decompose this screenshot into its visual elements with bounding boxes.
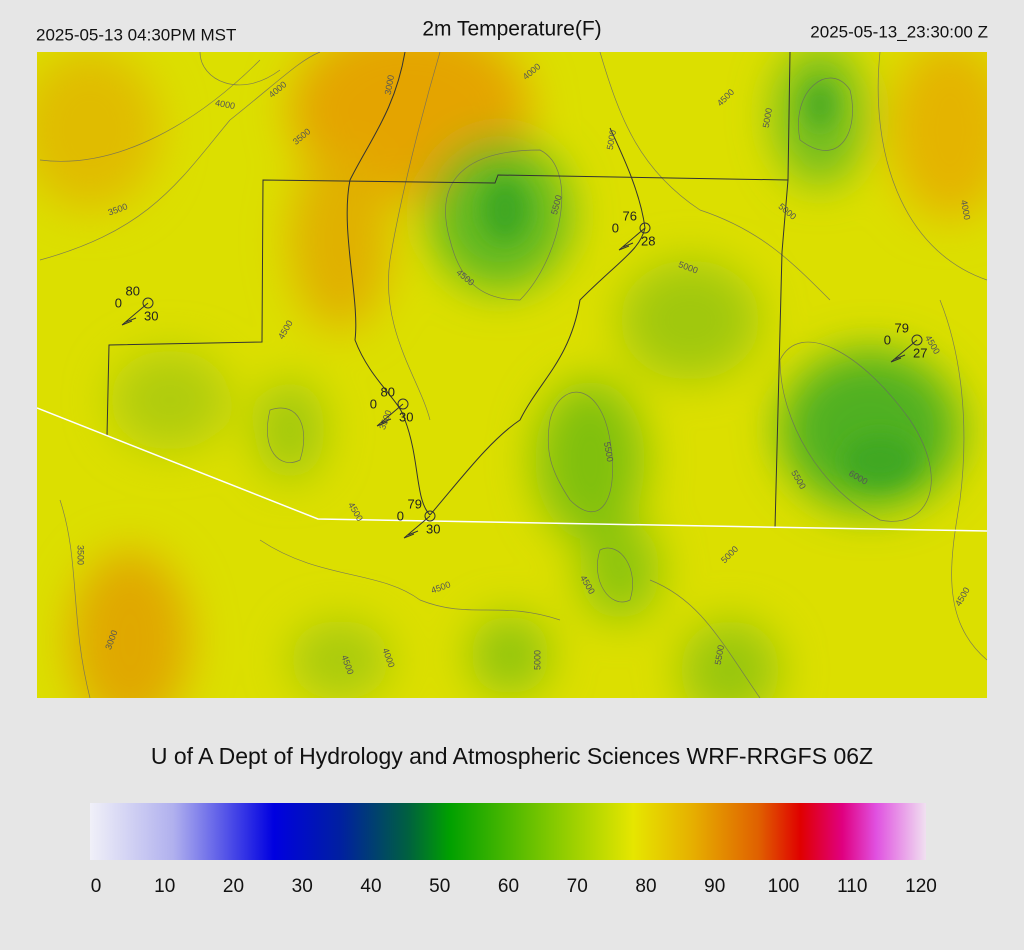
station-wind: 28: [641, 233, 655, 248]
wind-barb: [618, 227, 646, 251]
station-wind: 30: [144, 308, 158, 323]
colorbar-tick-label: 110: [837, 876, 867, 897]
credit: U of A Dept of Hydrology and Atmospheric…: [151, 743, 873, 769]
station-temperature: 80: [381, 384, 395, 399]
colorbar-tick-label: 20: [223, 876, 244, 897]
contour-label: 5500: [602, 441, 615, 462]
contours: [39, 52, 987, 698]
boundaries: [106, 52, 791, 529]
station-wind: 30: [426, 521, 440, 536]
wind-barb: [403, 515, 431, 539]
contour-label: 5000: [605, 129, 618, 150]
contour-label: 4000: [959, 199, 972, 220]
station-dewpoint: 0: [370, 396, 377, 411]
colorbar: [90, 803, 926, 860]
station-marker: [424, 510, 436, 522]
colorbar-tick-label: 50: [429, 876, 450, 897]
station-temperature: 80: [126, 283, 140, 298]
contour-label: 4000: [214, 98, 235, 111]
colorbar-tick-label: 100: [768, 876, 800, 897]
station-temperature: 79: [895, 320, 909, 335]
colorbar-tick-label: 0: [91, 876, 102, 897]
wind-barb: [890, 339, 918, 363]
colorbar-tick-label: 90: [704, 876, 725, 897]
contour-label: 5000: [761, 107, 774, 128]
station-wind: 27: [913, 345, 927, 360]
contour-label: 5500: [713, 644, 726, 665]
colorbar-tick-label: 10: [154, 876, 175, 897]
station-temperature: 76: [623, 208, 637, 223]
colorbar-tick-label: 40: [360, 876, 381, 897]
station-marker: [397, 398, 409, 410]
station-temperature: 79: [408, 496, 422, 511]
colorbar-tick-label: 70: [567, 876, 588, 897]
station-dewpoint: 0: [612, 220, 619, 235]
border-line: [37, 407, 987, 532]
wind-barb: [376, 403, 404, 427]
colorbar-tick-label: 30: [292, 876, 313, 897]
temperature-field: [37, 52, 987, 698]
contour-label: 5000: [532, 650, 542, 670]
colorbar-tick-label: 120: [905, 876, 937, 897]
station-dewpoint: 0: [397, 508, 404, 523]
station-marker: [639, 222, 651, 234]
station-marker: [911, 334, 923, 346]
contour-label: 3000: [383, 74, 396, 95]
station-dewpoint: 0: [884, 332, 891, 347]
station-marker: [142, 297, 154, 309]
colorbar-tick-label: 60: [498, 876, 519, 897]
station-dewpoint: 0: [115, 295, 122, 310]
contour-label: 3500: [76, 545, 86, 565]
wind-barb: [121, 302, 149, 326]
local-time: 2025-05-13 04:30PM MST: [36, 25, 236, 44]
colorbar-tick-label: 80: [635, 876, 656, 897]
station-wind: 30: [399, 409, 413, 424]
utc-time: 2025-05-13_23:30:00 Z: [810, 22, 988, 41]
map-title: 2m Temperature(F): [422, 18, 601, 41]
